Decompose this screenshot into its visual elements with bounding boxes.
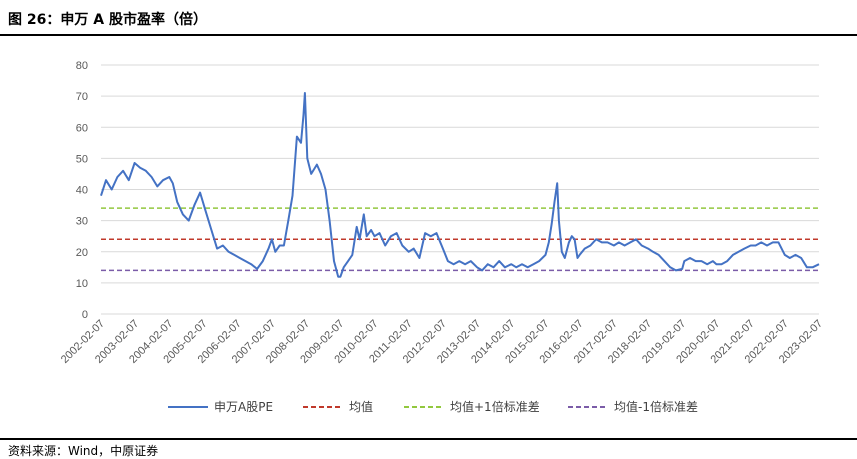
legend-label: 均值+1倍标准差 bbox=[450, 399, 540, 414]
y-tick-label: 30 bbox=[76, 216, 88, 228]
y-tick-label: 50 bbox=[76, 153, 88, 165]
series-lines bbox=[100, 92, 820, 278]
y-tick-label: 70 bbox=[76, 91, 88, 103]
chart-title: 图 26：申万 A 股市盈率（倍） bbox=[8, 12, 207, 28]
bottom-divider bbox=[0, 438, 857, 440]
series-line-pe bbox=[100, 92, 820, 278]
gridlines bbox=[101, 64, 819, 315]
y-tick-label: 10 bbox=[76, 278, 88, 290]
y-tick-label: 20 bbox=[76, 247, 88, 259]
legend-label: 均值 bbox=[349, 399, 373, 414]
y-axis-ticks: 0 10 20 30 40 50 60 70 80 bbox=[76, 60, 88, 321]
y-tick-label: 40 bbox=[76, 185, 88, 197]
legend-label: 申万A股PE bbox=[214, 400, 273, 414]
top-divider bbox=[0, 34, 857, 36]
legend-label: 均值-1倍标准差 bbox=[614, 399, 698, 414]
y-tick-label: 60 bbox=[76, 122, 88, 134]
y-tick-label: 80 bbox=[76, 60, 88, 72]
legend: 申万A股PE 均值 均值+1倍标准差 均值-1倍标准差 bbox=[168, 399, 698, 414]
y-tick-label: 0 bbox=[82, 309, 88, 321]
x-axis-ticks: 2002-02-072003-02-072004-02-072005-02-07… bbox=[59, 318, 825, 366]
pe-line-chart: 0 10 20 30 40 50 60 70 80 2002-02-072003-02-0720… bbox=[59, 60, 825, 414]
